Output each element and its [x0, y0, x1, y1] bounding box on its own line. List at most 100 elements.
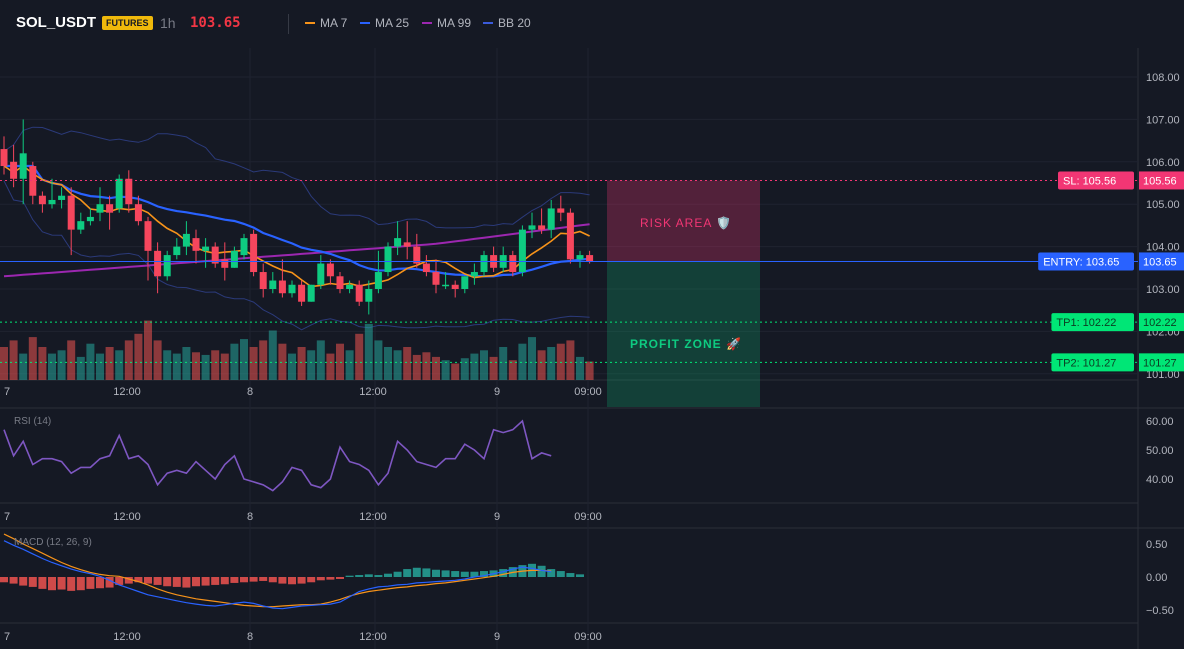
macd-histogram-bar — [336, 577, 344, 579]
macd-pane[interactable]: 0.50 0.00 −0.50 — [0, 533, 1174, 617]
volume-bar — [86, 343, 95, 380]
candle-body — [0, 149, 8, 167]
volume-bar — [163, 350, 172, 380]
volume-bar — [297, 347, 306, 380]
rsi-label: RSI (14) — [14, 416, 51, 427]
risk-area-label: RISK AREA 🛡️ — [640, 216, 732, 230]
ma7-swatch-icon — [305, 22, 315, 24]
legend-ma7[interactable]: MA 7 — [305, 16, 347, 30]
volume-bar — [355, 333, 364, 380]
volume-bar — [96, 353, 104, 380]
candle-body — [432, 272, 440, 285]
volume-bar — [556, 343, 565, 380]
macd-histogram-bar — [393, 571, 402, 577]
macd-histogram-bar — [403, 569, 412, 577]
profit-zone-label: PROFIT ZONE 🚀 — [630, 337, 742, 351]
volume-bar — [240, 339, 248, 380]
candle-body — [182, 233, 190, 247]
interval-selector[interactable]: 1h — [160, 15, 176, 31]
volume-bar — [326, 353, 335, 380]
macd-histogram-bar — [345, 575, 354, 577]
macd-histogram-bar — [134, 577, 143, 583]
rsi-line — [3, 419, 552, 492]
legend-bb20[interactable]: BB 20 — [483, 16, 531, 30]
candle-body — [144, 221, 152, 251]
symbol-name[interactable]: SOL_USDT — [16, 14, 97, 31]
volume-bar — [528, 337, 536, 380]
time-axis-label: 9 — [494, 511, 500, 523]
candle-body — [442, 284, 450, 287]
candle-body — [115, 178, 123, 209]
price-tick-label: 104.00 — [1146, 242, 1180, 254]
price-tags: SL: 105.56 105.56 ENTRY: 103.65 103.65 TP1: … — [1038, 171, 1184, 372]
macd-histogram-bar — [211, 577, 220, 585]
volume-bar — [19, 353, 28, 380]
candle-body — [413, 246, 421, 264]
volume-bar — [105, 347, 114, 380]
volume-bar — [451, 363, 460, 380]
time-axis-label: 7 — [4, 631, 10, 643]
macd-histogram-bar — [220, 577, 229, 585]
candle-body — [230, 250, 238, 268]
volume-bar — [336, 343, 344, 380]
macd-histogram-bar — [9, 577, 18, 584]
candle-body — [538, 225, 546, 230]
macd-histogram-bar — [96, 577, 104, 589]
macd-histogram-bar — [364, 574, 373, 577]
candles — [0, 119, 594, 315]
macd-histogram-bar — [0, 577, 8, 583]
candle-body — [374, 272, 382, 289]
candle-body — [10, 161, 18, 179]
volume-bar — [134, 333, 143, 380]
macd-histogram-bar — [172, 577, 181, 587]
macd-signal-line — [3, 533, 552, 608]
trade-zones — [607, 180, 760, 407]
entry-axis-badge — [1139, 252, 1184, 271]
macd-histogram-bar — [470, 571, 479, 577]
candle-body — [518, 229, 526, 273]
volume-bar — [9, 340, 18, 380]
macd-histogram-bar — [182, 577, 191, 588]
tp1-tag — [1051, 313, 1134, 332]
time-axis-label: 12:00 — [359, 386, 387, 398]
volume-bar — [211, 350, 220, 380]
volume-bar — [172, 353, 181, 380]
candle-body — [86, 216, 94, 222]
entry-tag-label: ENTRY: 103.65 — [1043, 256, 1119, 268]
volume-bar — [384, 347, 392, 380]
volume-bar — [316, 340, 325, 380]
price-tick-label: 108.00 — [1146, 72, 1180, 84]
legend-ma25[interactable]: MA 25 — [360, 16, 409, 30]
macd-histogram-bar — [566, 573, 575, 577]
time-axis-label: 12:00 — [113, 386, 141, 398]
volume-bar — [480, 350, 488, 380]
volume-bar — [518, 343, 527, 380]
price-levels — [0, 179, 1138, 363]
header-divider — [288, 14, 289, 34]
futures-badge: FUTURES — [102, 16, 153, 30]
macd-histogram-bar — [153, 577, 162, 585]
macd-histogram-bar — [374, 575, 383, 577]
candle-body — [269, 280, 277, 289]
sl-tag-label: SL: 105.56 — [1063, 175, 1116, 187]
volume-bar — [278, 343, 287, 380]
candle-body — [509, 255, 517, 273]
legend-ma99[interactable]: MA 99 — [422, 16, 471, 30]
volume-bar — [28, 337, 37, 380]
macd-histogram-bar — [499, 569, 508, 577]
candle-body — [250, 233, 258, 273]
volume-bar — [288, 353, 296, 380]
rsi-pane[interactable]: 60.00 50.00 40.00 — [3, 416, 1174, 492]
risk-area-zone — [607, 180, 760, 262]
candle-body — [211, 246, 219, 264]
macd-label: MACD (12, 26, 9) — [14, 537, 92, 548]
candle-body — [355, 284, 363, 302]
candle-body — [422, 263, 430, 273]
time-axis-label: 7 — [4, 386, 10, 398]
bb-upper-line — [3, 126, 590, 229]
chart-canvas[interactable]: 108.00 107.00 106.00 105.00 104.00 103.00 102.… — [0, 48, 1184, 649]
candle-body — [576, 255, 584, 260]
candle-body — [288, 284, 296, 294]
tp2-axis-value: 101.27 — [1143, 357, 1177, 369]
candle-body — [77, 221, 85, 230]
